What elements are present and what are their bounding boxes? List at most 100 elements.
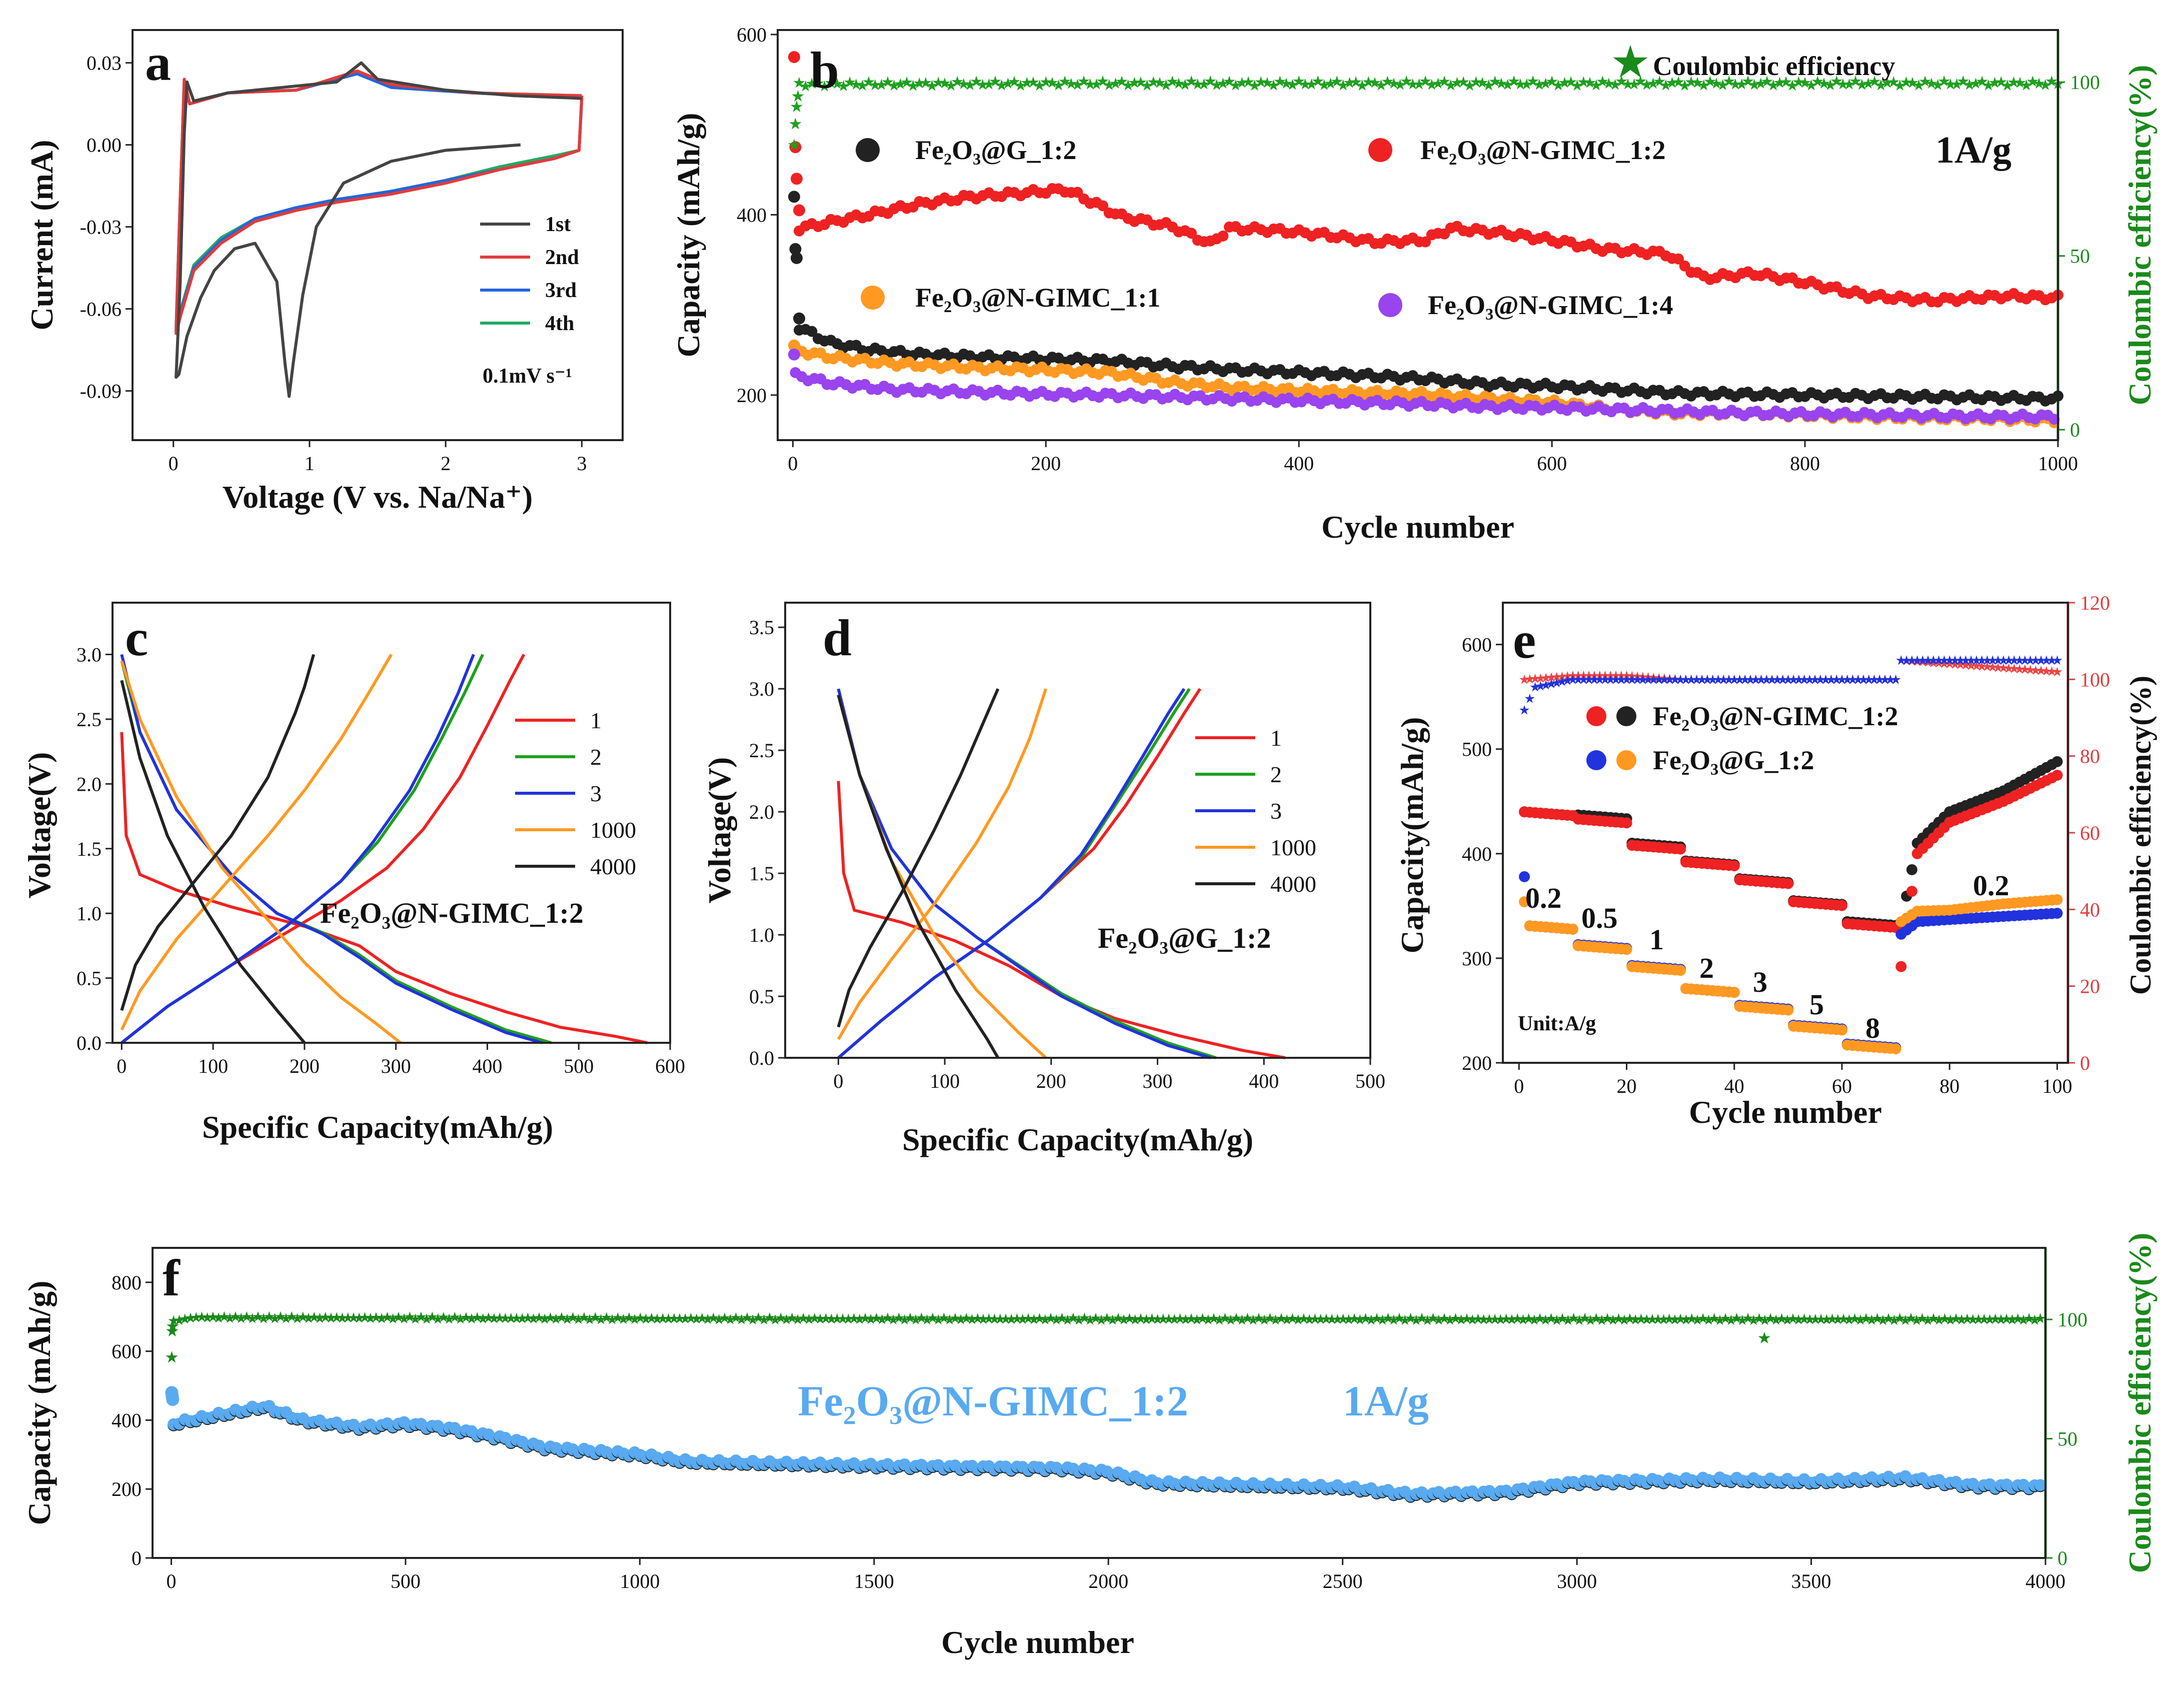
series-Coulombic efficiency: ★★★★★★★★★★★★★★★★★★★★★★★★★★★★★★★★★★★★★★★★…: [787, 73, 2065, 154]
capacity-point: [1621, 817, 1632, 829]
panel-c-letter: c: [125, 609, 148, 667]
panel-c-legend: 1 2 3 1000 4000: [515, 708, 636, 879]
capacity-point: [1895, 961, 1907, 972]
y-tick-label: 400: [112, 1409, 142, 1431]
ce-initial-point: ★: [791, 87, 805, 105]
ce-point: ★: [1172, 76, 1185, 92]
discharge-curve-1: [837, 781, 1286, 1059]
panel-b-xlabel: Cycle number: [1321, 509, 1514, 545]
y-right-tick-label: 0: [2057, 1547, 2067, 1569]
ce-point: ★: [1621, 76, 1634, 93]
ce-point: ★: [830, 76, 844, 93]
capacity-point: [1906, 864, 1917, 875]
x-tick-label: 300: [381, 1055, 411, 1077]
discharge-curve-4000: [837, 694, 1000, 1059]
legend-marker-e-g-orange: [1616, 750, 1636, 770]
ce-point: ★: [1564, 74, 1578, 91]
x-tick-label: 200: [1031, 452, 1061, 475]
capacity-point: [1675, 843, 1686, 855]
y-tick-label: 1.5: [749, 862, 774, 885]
y-right-tick-label: 100: [2057, 1308, 2087, 1331]
ce-point: ★: [1570, 78, 1584, 94]
panel-e-legend: Fe₂O₃@N-GIMC_1:2 Fe₂O₃@G_1:2: [1586, 701, 1898, 775]
ce-point: ★: [1248, 78, 1261, 94]
panel-c-xlabel: Specific Capacity(mAh/g): [202, 1109, 553, 1145]
legend-label-e-ngimc: Fe₂O₃@N-GIMC_1:2: [1653, 701, 1898, 731]
ce-point: ★: [1507, 74, 1521, 90]
panel-e-ylabel: Capacity(mAh/g): [1394, 717, 1430, 954]
ce-point: ★: [1374, 77, 1388, 94]
x-tick-label: 3000: [1557, 1570, 1597, 1592]
capacity-point: [1728, 987, 1740, 998]
ce-point: ★: [1501, 77, 1514, 94]
ce-point: ★: [1134, 74, 1148, 91]
ce-point: ★: [1052, 77, 1065, 94]
legend-marker-e-g-blue: [1586, 750, 1606, 770]
legend-label-c-2: 2: [590, 744, 602, 770]
ce-point: ★: [1476, 75, 1489, 92]
legend-label-c-4000: 4000: [590, 854, 636, 879]
y-tick-label: 300: [1462, 947, 1492, 970]
panel-c: 0 100 200 300 400 500 600 0.0 0.5 1.0 1.5 2.0 2.5 3.0…: [22, 602, 685, 1145]
ce-point: ★: [982, 77, 996, 93]
ce-point: ★: [1121, 78, 1135, 94]
capacity-initial-point: [793, 204, 806, 217]
ce-point: ★: [1273, 74, 1287, 90]
ce-point: ★: [1545, 74, 1559, 90]
legend-label-d-3: 3: [1270, 798, 1282, 824]
ce-point: ★: [1444, 78, 1457, 94]
ce-point: ★: [951, 74, 964, 91]
panel-d-legend: 1 2 3 1000 4000: [1195, 725, 1316, 897]
capacity-initial-point: [788, 339, 800, 352]
capacity-point: [1675, 965, 1686, 976]
panel-d-ylabel: Voltage(V): [702, 757, 737, 904]
ce-point: ★: [1419, 74, 1432, 90]
capacity-point: [2051, 894, 2063, 905]
y-tick-label: 0.0: [749, 1047, 774, 1069]
capacity-point: [1782, 1004, 1794, 1016]
ce-point: ★: [1450, 75, 1464, 91]
ce-point: ★: [1279, 76, 1293, 92]
y-right-tick-label: 100: [2080, 668, 2110, 691]
panel-e-rate-labels: 0.2 0.5 1 2 3 5 8 0.2: [1525, 869, 2009, 1044]
panel-e-unit: Unit:A/g: [1518, 1012, 1596, 1035]
y-tick-label: 3.0: [749, 678, 774, 700]
y-tick-label: 2.5: [77, 708, 102, 731]
ce-point: ★: [944, 78, 958, 94]
capacity-initial-point: [790, 173, 803, 185]
ce-point: ★: [989, 74, 1002, 90]
ce-point: ★: [1204, 74, 1217, 90]
panel-f-letter: f: [163, 1249, 181, 1307]
rate-label-0.2: 0.2: [1525, 882, 1562, 914]
capacity-point: [1782, 878, 1794, 889]
ce-point: ★: [868, 77, 882, 94]
ce-point: ★: [1083, 77, 1097, 93]
ce-point: ★: [1463, 78, 1476, 94]
ce-point: ★: [963, 77, 977, 94]
rate-label-0.5: 0.5: [1581, 902, 1618, 934]
ce-point: ★: [1482, 78, 1495, 94]
x-tick-label: 2000: [1088, 1570, 1128, 1592]
ce-point: ★: [1355, 78, 1369, 94]
panel-f-sample: Fe₂O₃@N-GIMC_1:2: [798, 1377, 1188, 1425]
panel-f-ylabel: Capacity (mAh/g): [22, 1281, 57, 1525]
legend-label-G12: Fe₂O₃@G_1:2: [915, 135, 1077, 165]
ce-point: ★: [1147, 74, 1160, 91]
discharge-curve-1000: [120, 660, 402, 1044]
y-tick-label: 400: [1462, 843, 1492, 865]
x-tick-label: 80: [1939, 1075, 1959, 1097]
panel-b-ce-label: Coulombic efficiency: [1653, 51, 1895, 81]
legend-label-NGIMC14: Fe₂O₃@N-GIMC_1:4: [1428, 290, 1673, 320]
ce-point: ★: [1008, 74, 1021, 90]
ce-point: ★: [1488, 74, 1502, 90]
x-tick-label: 200: [290, 1055, 320, 1077]
ce-point: ★: [1608, 77, 1622, 94]
legend-label-d-1000: 1000: [1270, 835, 1316, 860]
ce-point: ★: [1349, 74, 1363, 91]
ce-point: ★: [881, 74, 895, 91]
ce-point: ★: [1045, 75, 1059, 92]
ce-point: ★: [894, 76, 907, 93]
y-tick-label: 0.5: [77, 967, 102, 990]
ce-point: ★: [1438, 74, 1451, 90]
ce-point: ★: [1362, 74, 1375, 91]
